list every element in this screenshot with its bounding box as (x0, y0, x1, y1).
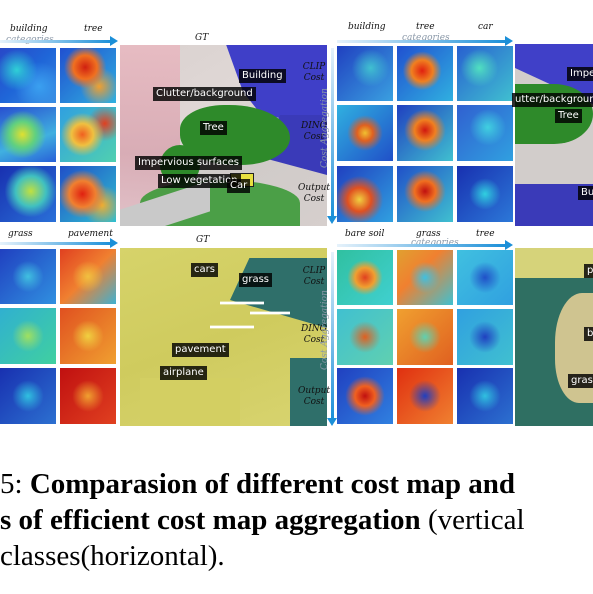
heatmap-tile (60, 166, 116, 222)
row-label-clip-cost: CLIP Cost (300, 62, 328, 84)
caption-line-3: classes(horizontal). (0, 538, 225, 574)
heatmap-tile (337, 105, 393, 161)
row-label-line: DINO (300, 324, 328, 334)
gt-tag-clutter: Clutter/background (153, 87, 256, 101)
cost-aggregation-label: Cost Aggregation (320, 290, 330, 370)
row-label-line: Output (298, 183, 330, 193)
caption-text: classes(horizontal). (0, 540, 225, 572)
col-label-building: building (348, 22, 386, 32)
row-label-line: Output (298, 386, 330, 396)
categories-label: categories (402, 33, 450, 43)
gt-label: GT (196, 235, 210, 245)
gt-tag-building: Bui (578, 186, 593, 200)
row-label-line: Cost (303, 277, 325, 287)
heatmap-tile (60, 249, 116, 304)
row-label-dino-cost: DINO Cost (300, 121, 328, 143)
gt-tag-impervious: Impe (567, 67, 593, 81)
heatmap-tile (0, 48, 56, 103)
heatmap-tile (0, 308, 56, 364)
heatmap-tile (457, 250, 513, 305)
gt-segmentation-image (515, 248, 593, 426)
heatmap-tile (397, 368, 453, 424)
heatmap-tile (457, 368, 513, 424)
heatmap-tile (457, 46, 513, 101)
heatmap-tile (397, 166, 453, 222)
row-label-line: Cost (303, 335, 325, 345)
col-label-tree: tree (84, 24, 103, 34)
col-label-grass: grass (8, 229, 33, 239)
heatmap-tile (337, 368, 393, 424)
col-label-pavement: pavement (68, 229, 113, 239)
heatmap-tile (60, 368, 116, 424)
heatmap-tile (0, 166, 56, 222)
row-label-output-cost: Output Cost (298, 183, 330, 205)
col-label-tree: tree (416, 22, 435, 32)
heatmap-tile (0, 249, 56, 304)
heatmap-tile (337, 166, 393, 222)
heatmap-tile (337, 309, 393, 365)
cost-aggregation-arrow (327, 48, 337, 224)
heatmap-tile (457, 309, 513, 365)
caption-bold: s of efficient cost map aggregation (0, 504, 421, 536)
gt-tag-tree: Tree (200, 121, 227, 135)
categories-arrow (337, 36, 513, 46)
heatmap-tile (397, 250, 453, 305)
col-label-bare-soil: bare soil (345, 229, 385, 239)
row-label-output-cost: Output Cost (298, 386, 330, 408)
row-label-line: Cost (303, 73, 325, 83)
categories-arrow (0, 238, 118, 248)
categories-arrow (0, 36, 118, 46)
categories-arrow (337, 240, 513, 250)
gt-tag-bare-soil-partial: b (584, 327, 593, 341)
gt-tag-partial: p (584, 264, 593, 278)
heatmap-tile (397, 309, 453, 365)
col-label-tree: tree (476, 229, 495, 239)
heatmap-tile (60, 107, 116, 162)
caption-line-2: s of efficient cost map aggregation (ver… (0, 502, 525, 538)
caption-line-1: 5: Comparasion of different cost map and (0, 466, 515, 502)
col-label-building: building (10, 24, 48, 34)
categories-label: categories (411, 238, 459, 248)
heatmap-tile (457, 166, 513, 222)
row-label-line: Cost (303, 194, 325, 204)
gt-tag-airplane: airplane (160, 366, 207, 380)
gt-tag-grass: grass (239, 273, 273, 287)
heatmap-tile (0, 368, 56, 424)
gt-tag-tree: Tree (555, 109, 582, 123)
heatmap-tile (457, 105, 513, 161)
gt-segmentation-image (120, 248, 327, 426)
caption-prefix: 5: (0, 468, 30, 500)
row-label-line: Cost (303, 132, 325, 142)
row-label-line: CLIP (302, 62, 326, 72)
heatmap-tile (60, 308, 116, 364)
heatmap-tile (397, 105, 453, 161)
row-label-line: CLIP (302, 266, 326, 276)
heatmap-tile (337, 250, 393, 305)
heatmap-tile (0, 107, 56, 162)
gt-tag-grass: grass (568, 374, 593, 388)
heatmap-tile (397, 46, 453, 101)
caption-bold: Comparasion of different cost map and (29, 468, 516, 500)
gt-tag-building: Building (239, 69, 286, 83)
cost-aggregation-arrow (327, 252, 337, 426)
row-label-clip-cost: CLIP Cost (300, 266, 328, 288)
heatmap-tile (60, 48, 116, 103)
gt-segmentation-image (120, 45, 327, 226)
col-label-grass: grass (416, 229, 441, 239)
gt-label: GT (195, 33, 209, 43)
gt-tag-impervious: Impervious surfaces (135, 156, 243, 170)
col-label-car: car (478, 22, 493, 32)
gt-tag-low-vegetation: Low vegetation (158, 174, 241, 188)
row-label-line: DINO (300, 121, 328, 131)
gt-tag-pavement: pavement (172, 343, 229, 357)
cost-aggregation-label: Cost Aggregation (320, 88, 330, 168)
row-label-dino-cost: DINO Cost (300, 324, 328, 346)
caption-text: (vertical (420, 504, 525, 536)
gt-tag-car: Car (227, 179, 251, 193)
gt-tag-cars: cars (191, 263, 218, 277)
row-label-line: Cost (303, 397, 325, 407)
heatmap-tile (337, 46, 393, 101)
gt-tag-clutter: utter/background (512, 93, 593, 107)
